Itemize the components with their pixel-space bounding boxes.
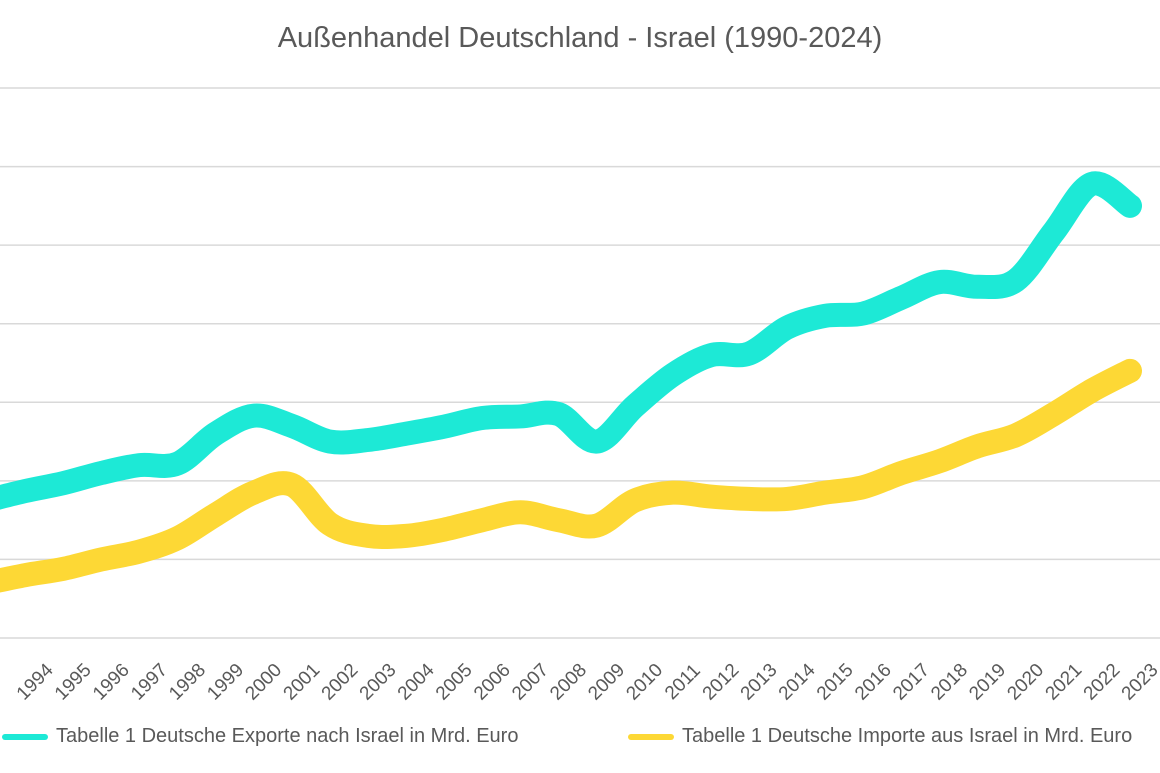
x-tick-label-2002: 2002 [318, 660, 363, 705]
x-tick-label-2004: 2004 [394, 659, 439, 704]
gridlines [0, 87, 1160, 639]
x-tick-label-2008: 2008 [546, 660, 591, 705]
x-tick-label-2005: 2005 [432, 660, 477, 705]
x-tick-label-2014: 2014 [775, 659, 820, 704]
x-tick-label-1996: 1996 [89, 660, 134, 705]
x-tick-label-2020: 2020 [1003, 660, 1048, 705]
legend-label-imports: Tabelle 1 Deutsche Importe aus Israel in… [682, 725, 1133, 747]
legend-label-exports: Tabelle 1 Deutsche Exporte nach Israel i… [56, 725, 519, 747]
x-tick-label-2019: 2019 [965, 660, 1010, 705]
x-tick-label-1999: 1999 [203, 660, 248, 705]
x-tick-label-2016: 2016 [851, 660, 896, 705]
x-tick-label-2023: 2023 [1118, 660, 1160, 705]
x-tick-label-2013: 2013 [737, 660, 782, 705]
x-tick-label-1998: 1998 [165, 660, 210, 705]
x-tick-label-2015: 2015 [813, 660, 858, 705]
x-tick-label-2010: 2010 [622, 660, 667, 705]
x-tick-label-2003: 2003 [356, 660, 401, 705]
chart-title: Außenhandel Deutschland - Israel (1990-2… [277, 22, 883, 54]
x-tick-label-2018: 2018 [927, 660, 972, 705]
x-tick-label-2009: 2009 [584, 660, 629, 705]
series-lines [0, 171, 1142, 593]
legend-swatch-imports [628, 733, 674, 740]
series-line-imports [0, 358, 1142, 593]
x-axis-tick-labels: 1994199519961997199819992000200120022003… [13, 659, 1160, 704]
x-tick-label-1994: 1994 [13, 659, 58, 704]
x-tick-label-2017: 2017 [889, 660, 934, 705]
legend-item-imports: Tabelle 1 Deutsche Importe aus Israel in… [628, 725, 1132, 748]
x-tick-label-1997: 1997 [127, 660, 172, 705]
x-tick-label-2006: 2006 [470, 660, 515, 705]
x-tick-label-2021: 2021 [1042, 660, 1087, 705]
x-tick-label-1995: 1995 [51, 660, 96, 705]
legend-swatch-exports [2, 733, 48, 740]
x-tick-label-2000: 2000 [241, 660, 286, 705]
x-tick-label-2012: 2012 [699, 660, 744, 705]
x-tick-label-2022: 2022 [1080, 660, 1125, 705]
series-line-exports [0, 171, 1142, 510]
x-tick-label-2001: 2001 [280, 660, 325, 705]
x-tick-label-2007: 2007 [508, 660, 553, 705]
legend-item-exports: Tabelle 1 Deutsche Exporte nach Israel i… [2, 725, 518, 748]
x-tick-label-2011: 2011 [661, 660, 705, 704]
